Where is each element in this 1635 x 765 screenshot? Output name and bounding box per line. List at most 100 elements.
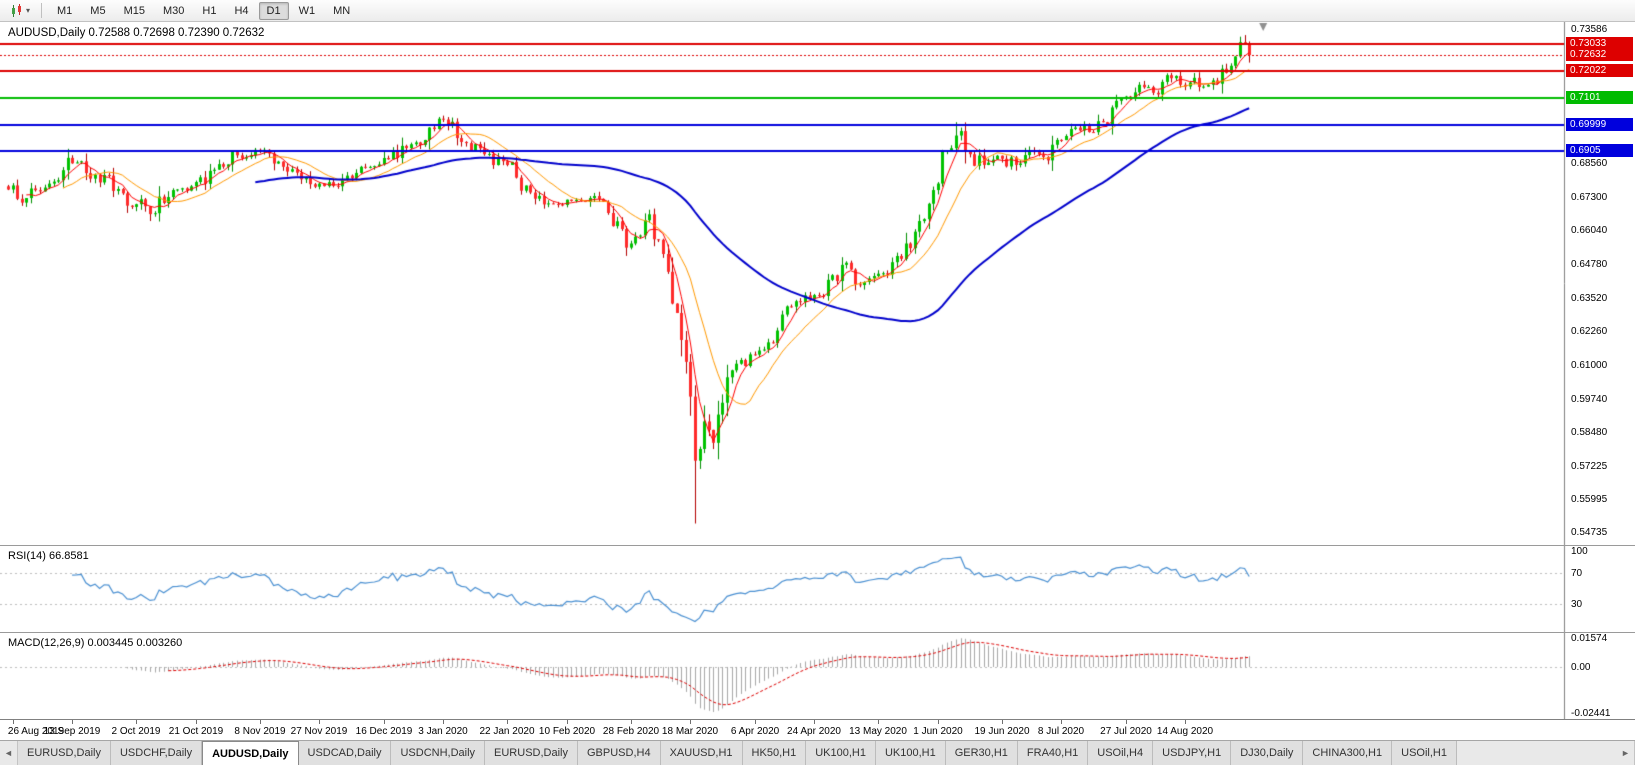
time-axis-label: 6 Apr 2020 (730, 726, 780, 737)
chart-tab-bar: ◄ EURUSD,Daily USDCHF,Daily AUDUSD,Daily US… (0, 740, 1635, 765)
chart-tab-ger30-h1[interactable]: GER30,H1 (945, 741, 1018, 765)
macd-axis-label: 0.00 (1571, 662, 1591, 673)
chart-tab-china300-h1[interactable]: CHINA300,H1 (1303, 741, 1393, 765)
timeframe-m5-button[interactable]: M5 (90, 4, 106, 17)
time-axis-label: 16 Dec 2019 (355, 726, 413, 737)
chart-tab-uk100-h1[interactable]: UK100,H1 (806, 741, 876, 765)
time-axis-tick (443, 720, 444, 724)
timeframe-m15-button[interactable]: M15 (123, 4, 145, 17)
time-axis-label: 26 Aug 2019 (7, 726, 65, 737)
price-axis[interactable]: 0.73586 0.68560 0.67300 0.66040 0.64780 0.635… (1564, 22, 1635, 545)
rsi-axis[interactable]: 100 70 30 (1564, 546, 1635, 632)
time-axis-tick (260, 720, 261, 724)
macd-axis-label: -0.02441 (1571, 708, 1611, 719)
chart-tab-uk100-h1[interactable]: UK100,H1 (875, 741, 946, 765)
chart-tab-usdjpy-h1[interactable]: USDJPY,H1 (1153, 741, 1232, 765)
time-axis-label: 28 Feb 2020 (602, 726, 660, 737)
macd-pane[interactable]: MACD(12,26,9) 0.003445 0.003260 0.01574 0… (0, 632, 1635, 719)
chevron-down-icon: ▾ (26, 5, 31, 15)
time-axis-tick (1126, 720, 1127, 724)
time-axis-tick (567, 720, 568, 724)
timeframe-h1-button[interactable]: H1 (202, 4, 217, 17)
timeframe-m30-button[interactable]: M30 (162, 4, 185, 17)
chart-tab-fra40-h1[interactable]: FRA40,H1 (1017, 741, 1089, 765)
chart-tab-gbpusd-h4[interactable]: GBPUSD,H4 (578, 741, 661, 765)
chart-tab-hk50-h1[interactable]: HK50,H1 (742, 741, 807, 765)
timeframe-mn-button[interactable]: MN (333, 4, 351, 17)
price-chart-canvas[interactable] (0, 22, 1635, 545)
chart-tab-audusd-daily[interactable]: AUDUSD,Daily (202, 741, 299, 765)
time-axis-tick (384, 720, 385, 724)
time-axis-label: 22 Jan 2020 (479, 726, 535, 737)
chart-tab-eurusd-daily[interactable]: EURUSD,Daily (18, 741, 111, 765)
time-axis-label: 8 Jul 2020 (1037, 726, 1085, 737)
chart-tab-usdcnh-daily[interactable]: USDCNH,Daily (391, 741, 486, 765)
chart-tab-xauusd-h1[interactable]: XAUUSD,H1 (660, 741, 743, 765)
timeframe-d1-button[interactable]: D1 (258, 1, 289, 20)
time-axis-label: 27 Nov 2019 (290, 726, 348, 737)
chart-tab-dj30-daily[interactable]: DJ30,Daily (1231, 741, 1304, 765)
time-axis-label: 19 Jun 2020 (974, 726, 1030, 737)
timeframe-toolbar: ▾ M1 M5 M15 M30 H1 H4 D1 W1 MN (0, 0, 1635, 22)
timeframe-m1-button[interactable]: M1 (57, 4, 73, 17)
time-axis[interactable]: 26 Aug 2019 13 Sep 2019 2 Oct 2019 21 Oct 2… (0, 719, 1635, 740)
chart-tab-usoil-h4[interactable]: USOil,H4 (1088, 741, 1154, 765)
time-axis-tick (507, 720, 508, 724)
symbol-ohlc-title: AUDUSD,Daily 0.72588 0.72698 0.72390 0.7… (8, 27, 265, 39)
time-axis-label: 2 Oct 2019 (111, 726, 161, 737)
price-axis-label: 0.57225 (1571, 461, 1608, 472)
price-axis-label: 0.54735 (1571, 527, 1608, 538)
macd-axis-label: 0.01574 (1571, 633, 1608, 644)
rsi-axis-label: 30 (1571, 599, 1583, 610)
chart-tab-usoil-h1[interactable]: USOil,H1 (1392, 741, 1457, 765)
rsi-indicator-label: RSI(14) 66.8581 (8, 550, 89, 562)
rsi-pane[interactable]: RSI(14) 66.8581 100 70 30 (0, 545, 1635, 632)
price-axis-label: 0.68560 (1571, 158, 1608, 169)
price-axis-label: 0.55995 (1571, 494, 1608, 505)
time-axis-tick (631, 720, 632, 724)
timeframe-w1-button[interactable]: W1 (298, 4, 316, 17)
time-axis-tick (319, 720, 320, 724)
time-axis-tick (938, 720, 939, 724)
price-level-badge: 0.6905 (1566, 144, 1633, 157)
price-level-badge: 0.69999 (1566, 118, 1633, 131)
macd-canvas[interactable] (0, 633, 1635, 719)
time-axis-tick (72, 720, 73, 724)
macd-axis[interactable]: 0.01574 0.00 -0.02441 (1564, 633, 1635, 719)
macd-indicator-label: MACD(12,26,9) 0.003445 0.003260 (8, 637, 183, 649)
time-axis-label: 3 Jan 2020 (418, 726, 468, 737)
chart-type-button[interactable]: ▾ (5, 2, 35, 20)
price-axis-label: 0.73586 (1571, 24, 1608, 35)
price-axis-label: 0.64780 (1571, 259, 1608, 270)
chart-tabs: EURUSD,Daily USDCHF,Daily AUDUSD,Daily USDC… (18, 741, 1617, 765)
tab-scroll-right-button[interactable]: ► (1617, 741, 1635, 765)
timeframe-buttons: M1 M5 M15 M30 H1 H4 D1 W1 MN (48, 1, 359, 20)
price-level-badge: 0.73033 (1566, 37, 1633, 50)
chart-tab-usdchf-daily[interactable]: USDCHF,Daily (110, 741, 203, 765)
time-axis-label: 24 Apr 2020 (787, 726, 841, 737)
time-axis-tick (1002, 720, 1003, 724)
timeframe-h4-button[interactable]: H4 (234, 4, 249, 17)
price-pane[interactable]: AUDUSD,Daily 0.72588 0.72698 0.72390 0.7… (0, 22, 1635, 545)
price-axis-label: 0.63520 (1571, 293, 1608, 304)
price-axis-label: 0.62260 (1571, 326, 1608, 337)
time-axis-tick (878, 720, 879, 724)
price-level-badge: 0.72022 (1566, 64, 1633, 77)
time-axis-label: 27 Jul 2020 (1100, 726, 1152, 737)
tab-scroll-left-button[interactable]: ◄ (0, 741, 18, 765)
time-axis-label: 8 Nov 2019 (234, 726, 286, 737)
time-axis-label: 21 Oct 2019 (168, 726, 224, 737)
price-axis-label: 0.59740 (1571, 394, 1608, 405)
time-axis-tick (755, 720, 756, 724)
price-axis-label: 0.58480 (1571, 427, 1608, 438)
chart-tab-usdcad-daily[interactable]: USDCAD,Daily (298, 741, 392, 765)
time-axis-tick (136, 720, 137, 724)
rsi-axis-label: 70 (1571, 568, 1583, 579)
rsi-canvas[interactable] (0, 546, 1635, 632)
chart-tab-eurusd-daily[interactable]: EURUSD,Daily (485, 741, 578, 765)
time-axis-label: 10 Feb 2020 (538, 726, 596, 737)
price-axis-label: 0.66040 (1571, 225, 1608, 236)
current-price-badge: 0.72632 (1566, 48, 1633, 61)
time-axis-tick (814, 720, 815, 724)
